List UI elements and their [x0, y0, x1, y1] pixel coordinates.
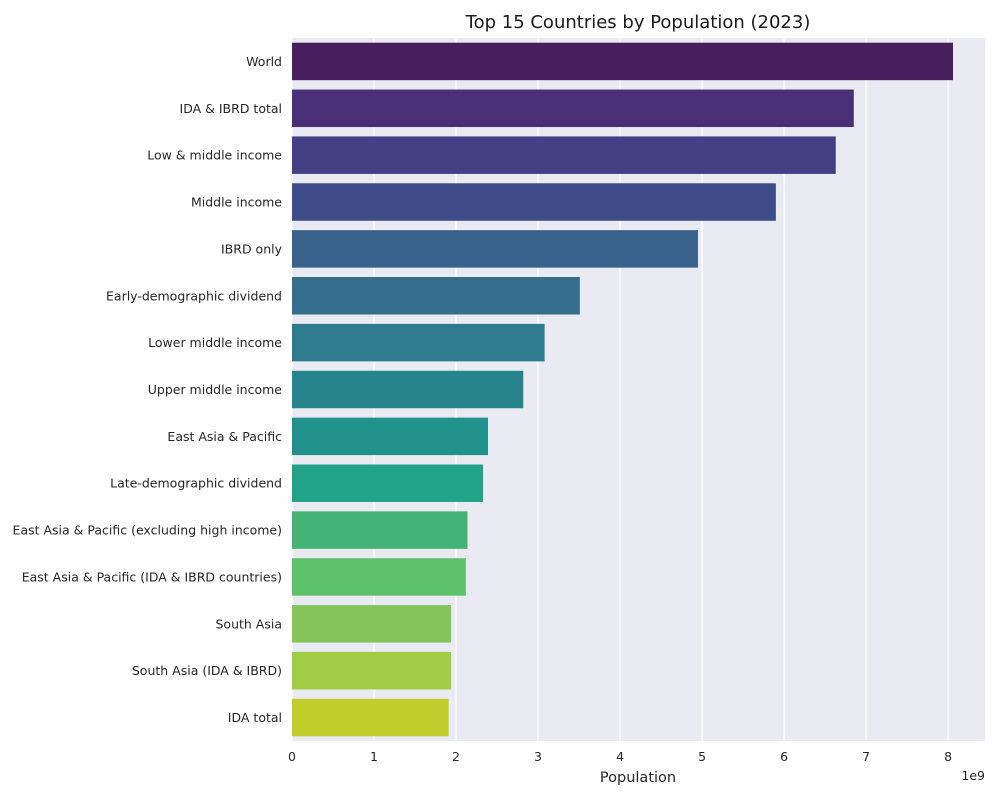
x-tick-label: 1 [370, 749, 378, 764]
bar [292, 605, 452, 643]
category-label: IBRD only [221, 241, 283, 256]
category-label: Low & middle income [147, 148, 282, 163]
x-tick-label: 2 [452, 749, 460, 764]
bar [292, 323, 545, 362]
category-label: South Asia [216, 616, 283, 631]
category-label: IDA & IBRD total [180, 101, 282, 116]
x-tick-label: 0 [288, 749, 296, 764]
bar [292, 183, 776, 221]
bar [292, 230, 698, 268]
bar [292, 511, 468, 549]
category-label: Middle income [191, 195, 282, 210]
bar [292, 558, 466, 596]
bar [292, 136, 836, 174]
category-label: East Asia & Pacific [167, 429, 282, 444]
x-tick-label: 8 [944, 749, 952, 764]
x-tick-label: 4 [616, 749, 624, 764]
bar [292, 651, 452, 690]
bar [292, 89, 854, 128]
category-label: East Asia & Pacific (IDA & IBRD countrie… [22, 569, 282, 584]
category-label: Late-demographic dividend [110, 476, 282, 491]
bar [292, 417, 489, 456]
category-label: World [246, 54, 282, 69]
category-label: South Asia (IDA & IBRD) [132, 663, 282, 678]
x-tick-labels: 0 1 2 3 4 5 6 7 8 [288, 749, 952, 764]
bar [292, 698, 449, 737]
x-tick-label: 6 [780, 749, 788, 764]
x-tick-label: 7 [862, 749, 870, 764]
x-tick-label: 3 [534, 749, 542, 764]
category-label: Upper middle income [148, 382, 283, 397]
bar [292, 464, 484, 502]
category-label: IDA total [228, 710, 282, 725]
bars [292, 42, 954, 737]
bar [292, 370, 524, 409]
bar [292, 42, 954, 81]
category-label: East Asia & Pacific (excluding high inco… [13, 523, 282, 538]
category-label: Early-demographic dividend [106, 288, 282, 303]
category-label: Lower middle income [148, 335, 282, 350]
x-scale-offset-label: 1e9 [961, 768, 985, 783]
x-tick-label: 5 [698, 749, 706, 764]
chart-title: Top 15 Countries by Population (2023) [465, 12, 811, 33]
bar [292, 277, 580, 315]
category-labels: World IDA & IBRD total Low & middle income… [13, 54, 283, 725]
x-axis-label: Population [600, 770, 676, 786]
